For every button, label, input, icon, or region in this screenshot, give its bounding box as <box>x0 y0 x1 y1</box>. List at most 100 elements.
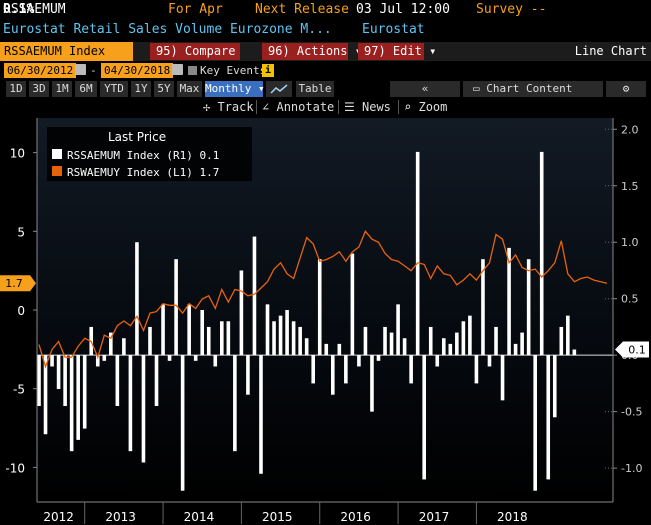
ticker-symbol: RSSAEMUM 0.1% <box>3 0 66 20</box>
key-events-checkbox[interactable] <box>188 66 197 75</box>
compare-shortcut: 95) <box>156 44 178 58</box>
compare-button[interactable]: 95) Compare <box>150 43 240 60</box>
left-last-value-tag <box>0 275 36 292</box>
bar <box>526 259 531 356</box>
legend-entry: RSSAEMUM Index (R1) 0.1 <box>67 149 219 162</box>
zoom-label: Zoom <box>418 100 448 114</box>
bar <box>161 304 165 356</box>
period-6m-button[interactable]: 6M <box>75 81 97 97</box>
bar <box>37 355 41 406</box>
bar <box>363 326 368 356</box>
right-axis-label: 1.5 <box>621 180 639 193</box>
bar <box>468 315 472 356</box>
bar <box>298 326 302 356</box>
edit-button[interactable]: 97) Edit ▾ <box>358 43 436 60</box>
end-date-field[interactable]: 04/30/2018 <box>101 63 174 78</box>
bar <box>566 315 570 356</box>
bar <box>376 355 381 361</box>
period-max-button[interactable]: Max <box>177 81 202 97</box>
legend-swatch <box>52 166 62 176</box>
bar <box>507 247 511 356</box>
x-axis-year-label: 2012 <box>43 510 74 524</box>
x-axis-year-label: 2014 <box>184 510 215 524</box>
chart-content-button[interactable]: ▭ Chart Content <box>463 81 603 97</box>
bar <box>572 349 577 356</box>
bar <box>193 355 198 361</box>
period-5y-button[interactable]: 5Y <box>154 81 174 97</box>
x-axis-year-label: 2013 <box>105 510 136 524</box>
actions-shortcut: 96) <box>268 44 290 58</box>
bar <box>206 326 211 356</box>
bar <box>128 355 133 452</box>
bar <box>259 355 263 474</box>
collapse-icon[interactable]: « <box>390 81 460 97</box>
bar <box>56 355 61 390</box>
start-date-field[interactable]: 06/30/2012 <box>4 63 77 78</box>
bar <box>559 326 564 356</box>
legend-title: Last Price <box>108 130 166 144</box>
security-field[interactable]: RSSAEMUM Index <box>0 42 133 61</box>
series-source: Eurostat <box>362 22 425 37</box>
bar <box>69 355 74 452</box>
bar <box>494 326 498 356</box>
table-button[interactable]: Table <box>296 81 334 97</box>
bar <box>481 259 485 356</box>
right-axis-label: 1.0 <box>621 236 639 249</box>
next-release-value: 03 Jul 12:00 <box>356 2 450 17</box>
bar <box>265 304 270 356</box>
bar <box>180 355 185 491</box>
start-calendar-icon[interactable] <box>75 64 86 75</box>
legend-box <box>47 127 252 181</box>
period-ytd-button[interactable]: YTD <box>100 81 128 97</box>
left-axis-label: 0 <box>17 304 25 318</box>
series-line <box>38 230 608 369</box>
zoom-tool[interactable]: ⌕ Zoom <box>404 98 447 116</box>
actions-button[interactable]: 96) Actions ▾ <box>262 43 362 60</box>
chart-area[interactable]: 1050-5-102.01.51.00.50.0-0.5-1.020122013… <box>0 118 651 525</box>
tool-separator <box>398 100 399 114</box>
end-calendar-icon[interactable] <box>172 64 183 75</box>
line-chart-icon[interactable] <box>266 81 292 97</box>
bar <box>220 321 224 356</box>
period-1d-button[interactable]: 1D <box>6 81 26 97</box>
bar <box>63 355 67 406</box>
track-label: Track <box>217 100 254 114</box>
bar <box>187 304 191 356</box>
period-3d-button[interactable]: 3D <box>29 81 49 97</box>
settings-gear-icon[interactable]: ⚙ <box>606 81 646 97</box>
period-1y-button[interactable]: 1Y <box>131 81 151 97</box>
right-last-value-tag <box>615 341 649 358</box>
legend-entry: RSWAEMUY Index (L1) 1.7 <box>67 166 219 179</box>
news-tool[interactable]: ☰ News <box>344 98 391 116</box>
info-icon[interactable]: i <box>262 64 274 77</box>
annotate-tool[interactable]: ∠ Annotate <box>262 98 334 116</box>
x-axis-year-label: 2017 <box>419 510 450 524</box>
track-tool[interactable]: ✢ Track <box>203 98 254 116</box>
bar <box>533 355 537 491</box>
left-axis-label: 5 <box>17 225 25 239</box>
track-icon: ✢ <box>203 100 211 114</box>
bar <box>109 332 113 356</box>
bar <box>154 355 159 406</box>
bar <box>317 259 322 356</box>
chart-type-label[interactable]: Line Chart <box>574 44 647 58</box>
left-axis-label: 10 <box>10 147 25 161</box>
right-axis-label: 2.0 <box>621 123 639 136</box>
chart-content-icon: ▭ <box>473 82 480 95</box>
bar <box>330 355 335 395</box>
bar <box>344 355 348 384</box>
bar <box>415 151 420 356</box>
bar <box>324 343 329 356</box>
bar <box>546 355 551 480</box>
series-description: Eurostat Retail Sales Volume Eurozone M.… <box>3 22 332 37</box>
chart-tools-row: ✢ Track ∠ Annotate ☰ News ⌕ Zoom <box>0 98 651 116</box>
bar <box>122 338 126 356</box>
news-icon: ☰ <box>344 100 355 114</box>
bar <box>141 355 146 463</box>
compare-label: Compare <box>184 44 236 58</box>
period-1m-button[interactable]: 1M <box>52 81 72 97</box>
bar <box>396 304 400 356</box>
frequency-dropdown[interactable]: Monthly ▾ <box>205 81 265 97</box>
bar <box>76 355 80 440</box>
left-axis-label: -5 <box>13 383 25 397</box>
